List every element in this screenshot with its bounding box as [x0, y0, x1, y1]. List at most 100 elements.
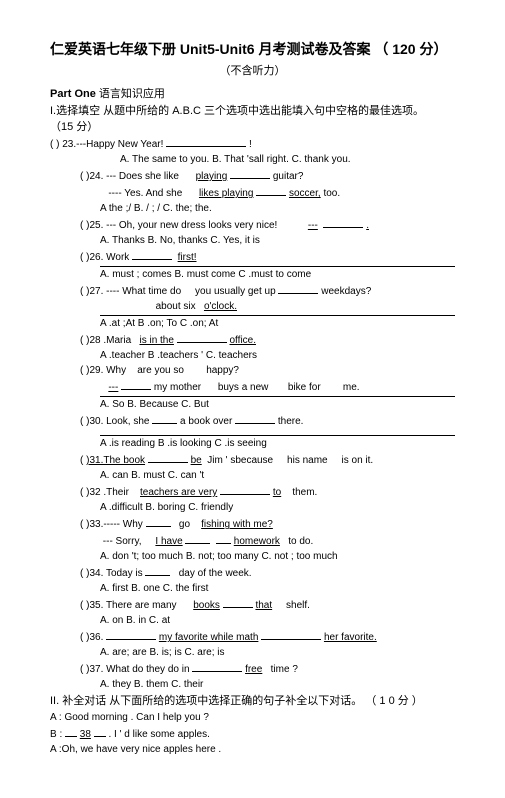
q35-stem: )35. There are many — [86, 600, 176, 611]
q25-end: . — [366, 220, 369, 231]
q29-l2b: my mother — [154, 382, 201, 393]
q36-m2: her favorite. — [324, 632, 377, 643]
q33-l2b: I have — [155, 536, 182, 547]
q24-l2d: too. — [323, 188, 340, 199]
q30-m1: a book over — [180, 416, 232, 427]
q34-line1: ( )34. Today is day of the week. — [80, 565, 455, 581]
q35-m2: that — [255, 600, 272, 611]
dialog-b1a: B : — [50, 729, 65, 740]
q24-l2a: ---- Yes. And she — [108, 188, 182, 199]
q31-m4: is on it. — [342, 455, 374, 466]
q29-l2e: me. — [343, 382, 360, 393]
q28-stem: )28 .Maria — [86, 335, 131, 346]
dialog-b1c: . I ' d like some apples. — [108, 729, 209, 740]
q24-line1: ( )24. --- Does she like playing guitar? — [80, 168, 455, 184]
q35-line1: ( )35. There are many books that shelf. — [80, 597, 455, 613]
q33-stem: )33.----- Why — [86, 519, 143, 530]
q29-m2: happy? — [206, 365, 239, 376]
q27-opts: A .at ;At B .on; To C .on; At — [100, 315, 455, 331]
q25-opts: A. Thanks B. No, thanks C. Yes, it is — [100, 234, 455, 248]
q32-stem: )32 .Their — [86, 487, 129, 498]
q37-stem: )37. What do they do in — [86, 664, 189, 675]
q32-m1: teachers are very — [140, 487, 217, 498]
q33-m2: fishing with me? — [201, 519, 273, 530]
q23-end: ! — [249, 139, 252, 150]
q28-opts: A .teacher B .teachers ' C. teachers — [100, 349, 455, 363]
doc-subtitle: （不含听力） — [50, 64, 455, 79]
q27-m2: weekdays? — [321, 286, 371, 297]
q32-opts: A .difficult B. boring C. friendly — [100, 501, 455, 515]
q27-l2a: about six — [156, 301, 196, 312]
q31-m2: Jim ' sbecause — [207, 455, 273, 466]
q24-opts: A the ;/ B. / ; / C. the; the. — [100, 202, 455, 216]
part-one-label: Part One — [50, 88, 96, 100]
q29-l2c: buys a new — [218, 382, 269, 393]
q30-opts: A .is reading B .is looking C .is seeing — [100, 435, 455, 451]
q28-m2: office. — [230, 335, 257, 346]
section-i-score: （15 分） — [50, 120, 455, 135]
q29-m1: are you so — [137, 365, 184, 376]
q37-opts: A. they B. them C. their — [100, 678, 455, 692]
dialog-a2: A :Oh, we have very nice apples here . — [50, 743, 455, 757]
q29-stem: )29. Why — [86, 365, 126, 376]
q34-opts: A. first B. one C. the first — [100, 582, 455, 596]
q23-stem: ( ) 23.---Happy New Year! ! — [50, 136, 455, 152]
q30-line1: ( )30. Look, she a book over there. — [80, 413, 455, 429]
q27-line2: about six o'clock. — [100, 300, 455, 314]
q29-l2d: bike for — [288, 382, 321, 393]
q27-stem: )27. ---- What time do — [86, 286, 181, 297]
q31-m1: be — [191, 455, 202, 466]
q36-line1: ( )36. my favorite while math her favori… — [80, 629, 455, 645]
q29-line2: --- my mother buys a new bike for me. — [100, 379, 455, 395]
q31-line1: ( )31.The book be Jim ' sbecause his nam… — [80, 452, 455, 468]
dialog-b1b: 38 — [80, 729, 91, 740]
q28-line1: ( )28 .Maria is in the office. — [80, 332, 455, 348]
q24-m2: guitar? — [273, 171, 304, 182]
q29-opts: A. So B. Because C. But — [100, 396, 455, 412]
q33-l2d: to do. — [288, 536, 313, 547]
q26-mid: first! — [178, 252, 197, 263]
q24-l2c: soccer, — [289, 188, 321, 199]
q33-line1: ( )33.----- Why go fishing with me? — [80, 516, 455, 532]
q32-line1: ( )32 .Their teachers are very to them. — [80, 484, 455, 500]
q24-l2b: likes playing — [199, 188, 253, 199]
q37-line1: ( )37. What do they do in free time ? — [80, 661, 455, 677]
q31-m3: his name — [287, 455, 328, 466]
q26-stem: )26. Work — [86, 252, 129, 263]
q33-m1: go — [179, 519, 190, 530]
dialog-b1: B : 38 . I ' d like some apples. — [50, 726, 455, 742]
q37-m1: free — [245, 664, 262, 675]
q25-stem: )25. --- Oh, your new dress looks very n… — [86, 220, 277, 231]
q36-opts: A. are; are B. is; is C. are; is — [100, 646, 455, 660]
q34-mid: day of the week. — [179, 568, 252, 579]
q23-text: ( ) 23.---Happy New Year! — [50, 139, 163, 150]
q27-line1: ( )27. ---- What time do you usually get… — [80, 283, 455, 299]
section-i-instr: I.选择填空 从题中所给的 A.B.C 三个选项中选出能填入句中空格的最佳选项。 — [50, 104, 455, 119]
part-one-desc: 语言知识应用 — [99, 88, 165, 100]
part-one-header: Part One 语言知识应用 — [50, 87, 455, 102]
q28-m1: is in the — [139, 335, 173, 346]
q33-l2c: homework — [234, 536, 280, 547]
q37-m2: time ? — [271, 664, 298, 675]
q26-line1: ( )26. Work first! — [80, 249, 455, 265]
doc-title: 仁爱英语七年级下册 Unit5-Unit6 月考测试卷及答案 （ 120 分） — [50, 40, 455, 60]
q24-stem: )24. --- Does she like — [86, 171, 179, 182]
q31-opts: A. can B. must C. can 't — [100, 469, 455, 483]
q23-opts: A. The same to you. B. That 'sall right.… — [120, 153, 455, 167]
q32-m2: to — [273, 487, 281, 498]
q25-dash: --- — [308, 220, 318, 231]
dialog-a1: A : Good morning . Can I help you ? — [50, 711, 455, 725]
q24-m1: playing — [196, 171, 228, 182]
q35-m1: books — [193, 600, 220, 611]
q33-opts: A. don 't; too much B. not; too many C. … — [100, 550, 455, 564]
q30-stem: )30. Look, she — [86, 416, 149, 427]
q24-line2: ---- Yes. And she likes playing soccer, … — [100, 185, 455, 201]
q35-opts: A. on B. in C. at — [100, 614, 455, 628]
q34-stem: )34. Today is — [86, 568, 143, 579]
q33-line2: --- Sorry, I have homework to do. — [100, 533, 455, 549]
q33-l2a: --- Sorry, — [103, 536, 142, 547]
q36-stem: )36. — [86, 632, 103, 643]
q25-line1: ( )25. --- Oh, your new dress looks very… — [80, 217, 455, 233]
q27-l2b: o'clock. — [204, 301, 237, 312]
q30-m2: there. — [278, 416, 304, 427]
